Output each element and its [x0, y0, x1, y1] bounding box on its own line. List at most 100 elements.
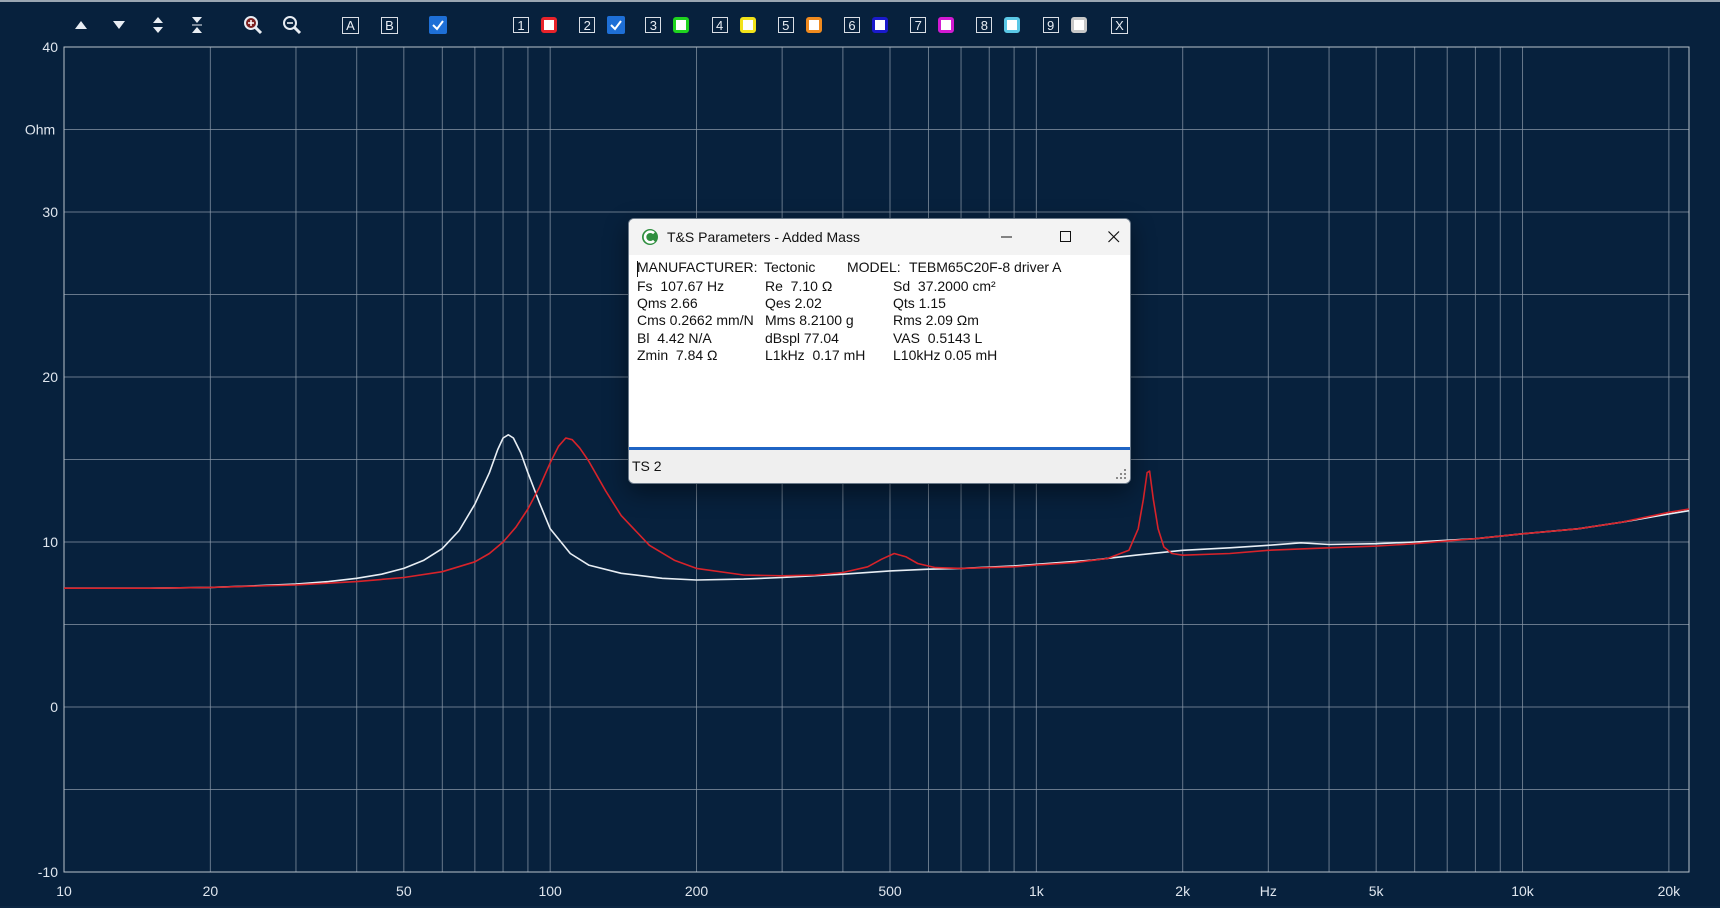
curve-number-label: 3 — [645, 17, 662, 33]
curve-3-select-button[interactable]: 3 — [645, 14, 662, 36]
curve-9-visibility-toggle[interactable] — [1070, 14, 1087, 36]
ts-parameter-value: Rms 2.09 Ωm — [893, 312, 979, 329]
curve-number-label: 7 — [910, 17, 927, 33]
y-tick-label: 40 — [42, 39, 58, 55]
curve-color-swatch — [938, 17, 955, 33]
curve-color-swatch — [541, 17, 557, 33]
curve-9-select-button[interactable]: 9 — [1042, 14, 1059, 36]
zoom-in-icon — [244, 16, 263, 35]
toolbar: A B 1 2 3 4 5 6 7 8 9 X — [0, 10, 1720, 42]
curve-3-visibility-toggle[interactable] — [673, 14, 690, 36]
x-tick-label: 100 — [538, 883, 562, 899]
maximize-button[interactable] — [1043, 219, 1089, 255]
manufacturer-label: MANUFACTURER: — [637, 259, 758, 275]
zoom-out-button[interactable] — [282, 14, 302, 36]
ts-parameter-value: Qes 2.02 — [765, 295, 822, 312]
curve-6-select-button[interactable]: 6 — [844, 14, 860, 36]
cursor-b-button[interactable]: B — [381, 14, 398, 36]
curve-4-visibility-toggle[interactable] — [739, 14, 756, 36]
model-value: TEBM65C20F-8 driver A — [909, 259, 1062, 275]
curve-2-visibility-toggle[interactable] — [607, 14, 626, 36]
status-text: TS 2 — [632, 458, 662, 474]
x-tick-label: 10k — [1511, 883, 1535, 899]
x-tick-label: 50 — [396, 883, 412, 899]
arrow-down-button[interactable] — [112, 14, 126, 36]
curve-2-select-button[interactable]: 2 — [579, 14, 596, 36]
arrow-down-icon — [113, 21, 125, 29]
x-tick-label: 5k — [1369, 883, 1385, 899]
dialog-titlebar[interactable]: T&S Parameters - Added Mass — [629, 219, 1130, 255]
dialog-title: T&S Parameters - Added Mass — [667, 229, 860, 245]
curve-number-label: 8 — [976, 17, 993, 33]
expand-vertical-icon — [153, 17, 163, 33]
ts-parameter-value: Zmin 7.84 Ω — [637, 346, 718, 363]
ts-parameter-value: Mms 8.2100 g — [765, 312, 854, 329]
minimize-icon — [1001, 236, 1012, 238]
curve-number-label: 6 — [844, 17, 860, 33]
status-bar: TS 2 — [629, 447, 1130, 483]
minimize-button[interactable] — [984, 219, 1030, 255]
curve-number-label: 1 — [513, 17, 529, 33]
resize-grip-icon[interactable] — [1115, 468, 1127, 480]
x-tick-label: 20 — [203, 883, 219, 899]
curve-4-select-button[interactable]: 4 — [711, 14, 728, 36]
x-tick-label: 500 — [878, 883, 902, 899]
close-dialog-button[interactable] — [1099, 219, 1129, 255]
arrow-up-icon — [75, 21, 87, 29]
x-tick-label: 10 — [56, 883, 72, 899]
curve-color-swatch — [673, 17, 690, 33]
series-line-white — [64, 434, 1690, 589]
arrow-up-button[interactable] — [74, 14, 88, 36]
curve-color-swatch — [805, 17, 822, 33]
curve-5-select-button[interactable]: 5 — [777, 14, 794, 36]
zoom-in-button[interactable] — [243, 14, 263, 36]
ts-parameters-dialog: T&S Parameters - Added Mass MANUFACTURER… — [628, 218, 1131, 484]
ts-parameter-value: Sd 37.2000 cm² — [893, 278, 996, 294]
curve-color-swatch — [739, 17, 756, 33]
x-tick-label: 2k — [1175, 883, 1191, 899]
curve-number-label: 9 — [1042, 17, 1059, 33]
cursor-a-label: A — [342, 16, 359, 34]
manufacturer-value: Tectonic — [764, 259, 816, 275]
text-cursor — [637, 261, 638, 277]
close-icon — [1108, 231, 1120, 243]
curve-8-select-button[interactable]: 8 — [976, 14, 993, 36]
curve-color-swatch — [1070, 17, 1087, 33]
ts-parameter-value: Qts 1.15 — [893, 295, 946, 312]
model-label: MODEL: — [847, 259, 901, 275]
ts-parameter-value: VAS 0.5143 L — [893, 329, 983, 346]
x-tick-label: 200 — [685, 883, 709, 899]
ts-parameters-text[interactable]: MANUFACTURER: Tectonic MODEL: TEBM65C20F… — [629, 255, 1130, 465]
curve-7-visibility-toggle[interactable] — [938, 14, 955, 36]
curve-color-swatch — [872, 17, 888, 33]
x-tick-label: 1k — [1029, 883, 1045, 899]
curve-number-label: 2 — [579, 17, 596, 33]
curve-number-label: 4 — [711, 17, 728, 33]
curve-5-visibility-toggle[interactable] — [805, 14, 822, 36]
cursor-b-label: B — [381, 16, 398, 34]
expand-vertical-button[interactable] — [151, 14, 165, 36]
curve-8-visibility-toggle[interactable] — [1004, 14, 1021, 36]
ts-parameter-value: Bl 4.42 N/A — [637, 329, 712, 346]
compress-vertical-button[interactable] — [190, 14, 204, 36]
series-line-red — [64, 437, 1690, 589]
curve-7-select-button[interactable]: 7 — [910, 14, 927, 36]
ts-parameter-value: Fs 107.67 Hz — [637, 278, 725, 294]
y-axis-label: Ohm — [25, 122, 55, 138]
ts-parameter-value: dBspl 77.04 — [765, 329, 839, 346]
y-tick-label: 20 — [42, 369, 58, 385]
close-all-curves-button[interactable]: X — [1111, 14, 1128, 36]
app-logo-icon — [642, 229, 658, 245]
x-tick-label: 20k — [1658, 883, 1682, 899]
overlay-checkbox[interactable] — [429, 14, 447, 36]
ts-parameter-value: Re 7.10 Ω — [765, 278, 833, 294]
curve-1-select-button[interactable]: 1 — [513, 14, 529, 36]
cursor-a-button[interactable]: A — [342, 14, 359, 36]
curve-6-visibility-toggle[interactable] — [872, 14, 888, 36]
curve-1-visibility-toggle[interactable] — [541, 14, 557, 36]
ts-parameter-value: Cms 0.2662 mm/N — [637, 312, 754, 329]
x-axis-label: Hz — [1260, 883, 1277, 899]
checkbox-checked-icon — [429, 16, 447, 34]
y-tick-label: -10 — [38, 864, 58, 880]
